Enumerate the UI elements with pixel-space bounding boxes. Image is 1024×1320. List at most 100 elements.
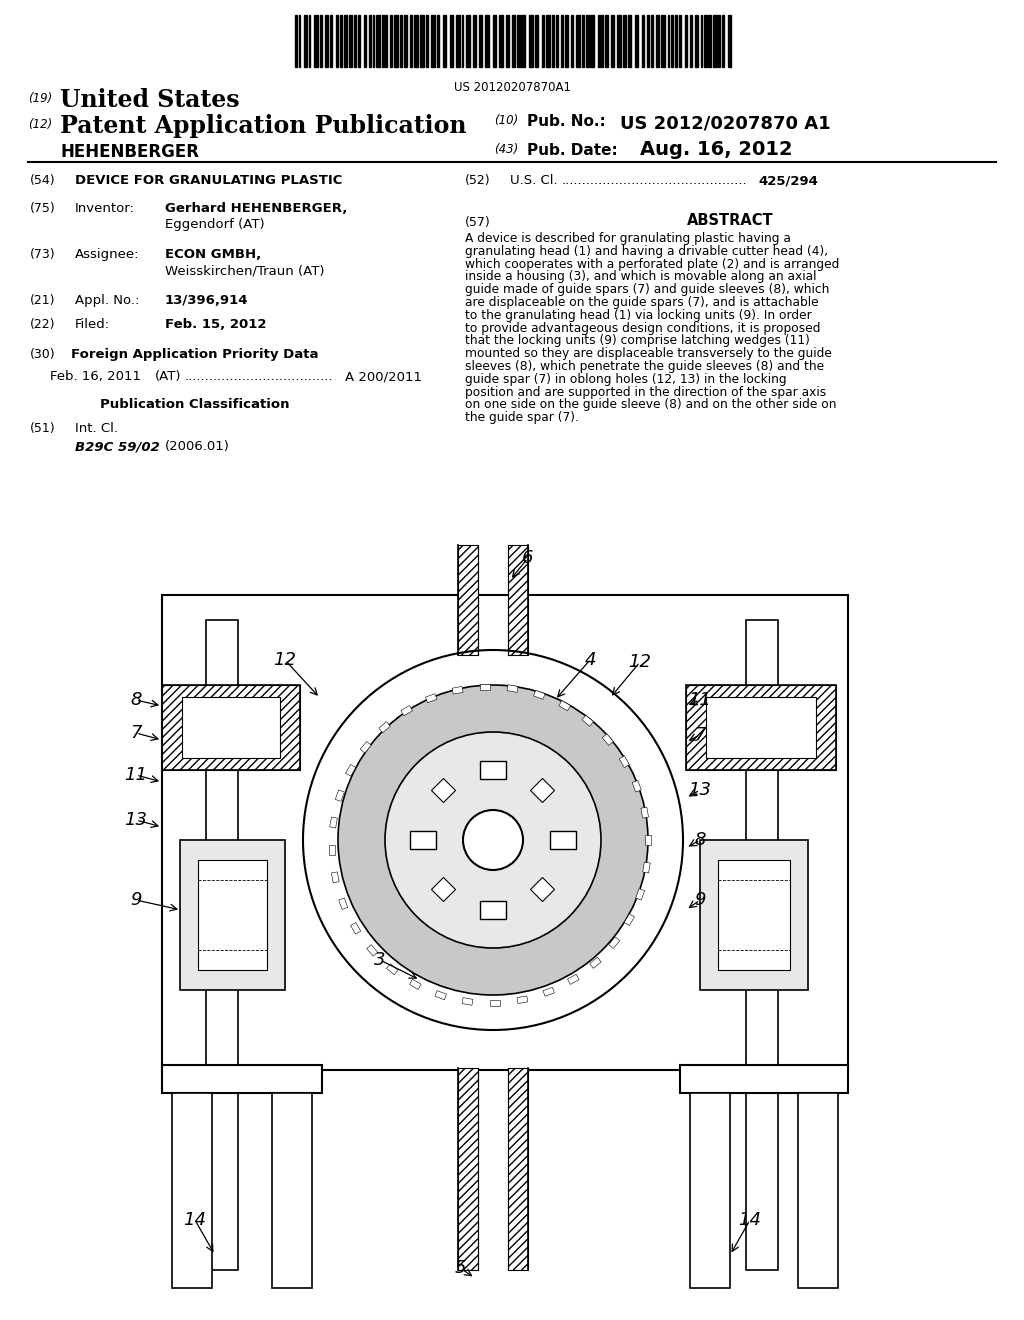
Bar — [462, 15, 463, 67]
Bar — [646, 15, 649, 67]
Text: (51): (51) — [30, 422, 55, 436]
Bar — [480, 762, 506, 779]
Bar — [746, 620, 778, 1270]
Bar — [507, 685, 518, 693]
Bar — [182, 697, 280, 758]
Circle shape — [385, 733, 601, 948]
Text: Aug. 16, 2012: Aug. 16, 2012 — [640, 140, 793, 158]
Text: US 2012/0207870 A1: US 2012/0207870 A1 — [620, 114, 830, 132]
Text: Publication Classification: Publication Classification — [100, 399, 290, 411]
Text: (52): (52) — [465, 174, 490, 187]
Bar — [458, 1068, 478, 1270]
Bar — [623, 15, 626, 67]
Polygon shape — [530, 878, 555, 902]
Bar — [555, 15, 557, 67]
Bar — [332, 873, 339, 883]
Text: (57): (57) — [465, 216, 490, 228]
Text: 9: 9 — [694, 891, 706, 909]
Bar — [272, 1093, 312, 1288]
Text: Appl. No.:: Appl. No.: — [75, 294, 139, 308]
Bar — [410, 15, 412, 67]
Bar — [506, 15, 509, 67]
Bar — [601, 15, 603, 67]
Text: Patent Application Publication: Patent Application Publication — [60, 114, 467, 139]
Bar — [690, 15, 692, 67]
Text: 3: 3 — [374, 950, 386, 969]
Bar — [575, 15, 580, 67]
Text: (30): (30) — [30, 348, 55, 360]
Bar — [350, 923, 360, 935]
Text: (AT): (AT) — [155, 370, 181, 383]
Bar — [456, 15, 460, 67]
Bar — [512, 15, 514, 67]
Bar — [357, 15, 360, 67]
Bar — [330, 15, 332, 67]
Bar — [162, 1065, 322, 1093]
Bar — [325, 15, 328, 67]
Bar — [299, 15, 300, 67]
Bar — [493, 15, 496, 67]
Bar — [713, 15, 717, 67]
Bar — [348, 15, 352, 67]
Text: 9: 9 — [130, 891, 141, 909]
Bar — [198, 861, 267, 970]
Bar — [534, 690, 545, 700]
Text: 13: 13 — [688, 781, 712, 799]
Bar — [645, 836, 651, 845]
Bar — [700, 840, 808, 990]
Text: 11: 11 — [688, 690, 712, 709]
Bar — [172, 1093, 212, 1288]
Text: guide made of guide spars (7) and guide sleeves (8), which: guide made of guide spars (7) and guide … — [465, 284, 829, 296]
Bar — [485, 15, 488, 67]
Bar — [410, 832, 436, 849]
Text: DEVICE FOR GRANULATING PLASTIC: DEVICE FOR GRANULATING PLASTIC — [75, 174, 342, 187]
Bar — [369, 15, 371, 67]
Bar — [535, 15, 538, 67]
Text: on one side on the guide sleeve (8) and on the other side on: on one side on the guide sleeve (8) and … — [465, 399, 837, 412]
Bar — [180, 840, 285, 990]
Bar — [643, 862, 650, 873]
Bar — [641, 808, 648, 818]
Text: 8: 8 — [130, 690, 141, 709]
Text: 6: 6 — [522, 549, 534, 568]
Text: guide spar (7) in oblong holes (12, 13) in the locking: guide spar (7) in oblong holes (12, 13) … — [465, 372, 786, 385]
Text: 4: 4 — [585, 651, 596, 669]
Bar — [340, 15, 341, 67]
Bar — [680, 1065, 848, 1093]
Bar — [517, 995, 527, 1003]
Bar — [635, 15, 638, 67]
Bar — [582, 715, 594, 726]
Text: 11: 11 — [125, 766, 147, 784]
Bar — [390, 15, 392, 67]
Bar — [675, 15, 677, 67]
Bar — [394, 15, 398, 67]
Text: (75): (75) — [30, 202, 55, 215]
Bar — [314, 15, 318, 67]
Bar — [437, 15, 439, 67]
Bar — [546, 15, 550, 67]
Bar — [354, 15, 356, 67]
Circle shape — [338, 685, 648, 995]
Bar — [521, 15, 525, 67]
Text: to provide advantageous design conditions, it is proposed: to provide advantageous design condition… — [465, 322, 820, 334]
Bar — [564, 15, 568, 67]
Bar — [360, 742, 372, 752]
Bar — [559, 701, 570, 710]
Bar — [508, 545, 528, 655]
Text: United States: United States — [60, 88, 240, 112]
Text: (21): (21) — [30, 294, 55, 308]
Text: Int. Cl.: Int. Cl. — [75, 422, 118, 436]
Bar — [686, 685, 836, 770]
Text: (12): (12) — [28, 117, 52, 131]
Text: (22): (22) — [30, 318, 55, 331]
Bar — [567, 974, 580, 985]
Bar — [430, 15, 434, 67]
Bar — [700, 15, 702, 67]
Bar — [330, 817, 337, 828]
Text: (54): (54) — [30, 174, 55, 187]
Bar — [435, 990, 446, 999]
Text: that the locking units (9) comprise latching wedges (11): that the locking units (9) comprise latc… — [465, 334, 810, 347]
Text: U.S. Cl.: U.S. Cl. — [510, 174, 558, 187]
Bar — [550, 832, 575, 849]
Polygon shape — [431, 878, 456, 902]
